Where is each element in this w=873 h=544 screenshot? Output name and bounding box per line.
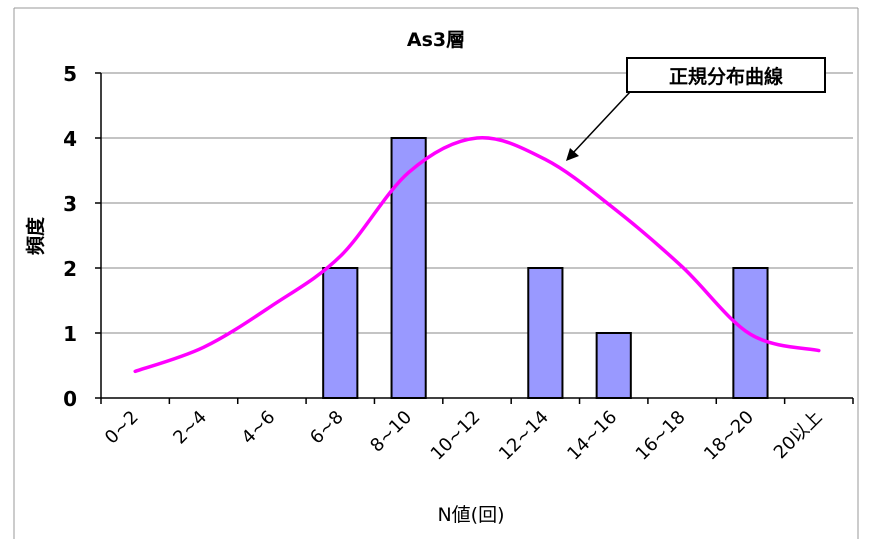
x-tick-label: 4~6 (238, 407, 280, 449)
y-tick-label: 4 (63, 127, 77, 151)
x-tick-label: 14~16 (563, 407, 621, 465)
x-tick-label: 20以上 (770, 407, 827, 464)
normal-distribution-curve (133, 136, 821, 374)
x-tick-label: 0~2 (101, 407, 143, 449)
annotation-arrowhead (566, 148, 579, 161)
x-tick-label: 6~8 (306, 407, 348, 449)
curve-annotation: 正規分布曲線 (566, 57, 826, 161)
annotation-arrow-line (571, 91, 631, 155)
x-tick-label: 16~18 (632, 407, 690, 465)
y-axis-label: 頻度 (24, 216, 47, 255)
y-tick-label: 2 (63, 257, 77, 281)
chart-title: As3層 (407, 29, 465, 51)
ytick-layer: 0 1 2 3 4 5 (63, 62, 77, 411)
curve-layer (133, 136, 821, 374)
xtick-layer: 0~2 2~4 4~6 6~8 8~10 10~12 12~14 14~16 16~18 18~2… (101, 407, 826, 465)
annotation-box (626, 57, 826, 93)
x-tick-label: 10~12 (427, 407, 485, 465)
axis-layer (95, 72, 854, 404)
y-tick-label: 0 (63, 387, 77, 411)
x-tick-label: 18~20 (700, 407, 758, 465)
bar-12~14 (527, 267, 564, 399)
x-tick-label: 8~10 (366, 407, 416, 457)
y-tick-label: 1 (63, 322, 77, 346)
bar-6~8 (322, 267, 359, 399)
x-tick-label: 2~4 (169, 407, 211, 449)
bar-layer (322, 137, 769, 399)
bar-8~10 (390, 137, 427, 399)
bar-14~16 (595, 332, 632, 399)
annotation-text: 正規分布曲線 (669, 65, 783, 88)
y-tick-label: 5 (63, 62, 77, 86)
x-tick-label: 12~14 (495, 407, 553, 465)
x-axis-label: N値(回) (437, 504, 504, 526)
y-tick-label: 3 (63, 192, 77, 216)
